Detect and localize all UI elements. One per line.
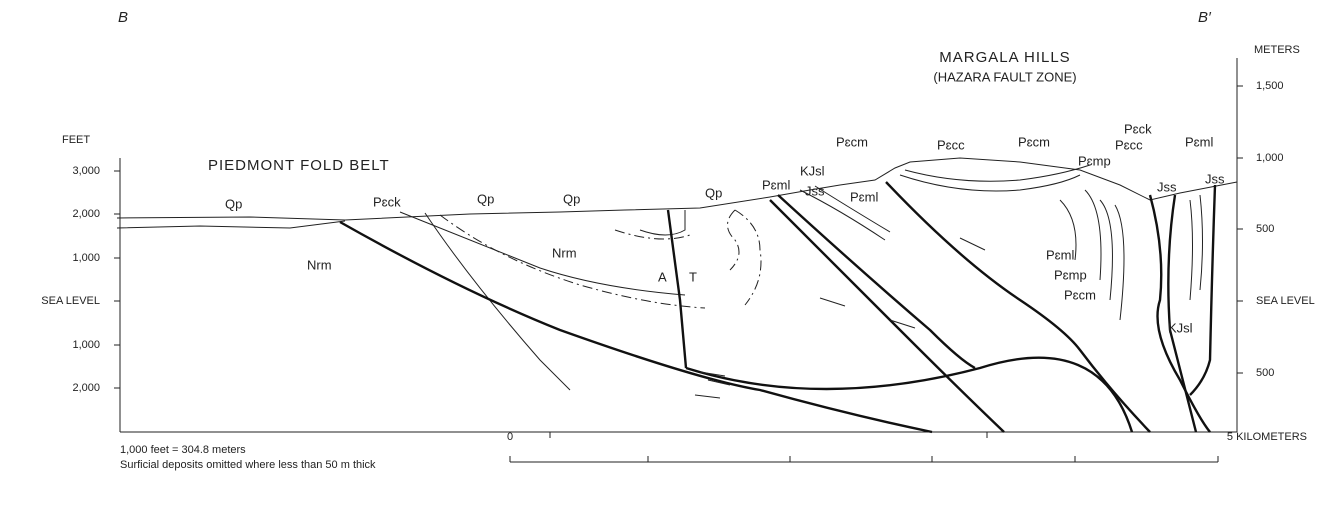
unit-label: Pɛml (1185, 134, 1213, 149)
tick-label: 3,000 (72, 165, 100, 177)
region-label: (HAZARA FAULT ZONE) (933, 69, 1076, 84)
unit-label: Qp (225, 196, 242, 211)
unit-label: Pɛcc (1115, 137, 1143, 152)
linework (117, 158, 1237, 462)
unit-label: Jss (805, 183, 825, 198)
unit-label: Pɛck (1124, 121, 1152, 136)
unit-label: Nrm (307, 257, 332, 272)
unit-label: Jss (1157, 179, 1177, 194)
unit-label: Pɛmp (1078, 153, 1111, 168)
unit-label: Pɛml (762, 177, 790, 192)
cross-section: B B′ PIEDMONT FOLD BELT MARGALA HILLS (H… (0, 0, 1325, 520)
axis-title: METERS (1254, 44, 1300, 56)
tick-label: SEA LEVEL (41, 295, 100, 307)
scale-label: 0 (507, 431, 513, 443)
unit-label: Qp (563, 191, 580, 206)
section-end: B′ (1198, 9, 1212, 26)
unit-label: KJsl (1168, 320, 1193, 335)
region-label: MARGALA HILLS (939, 49, 1070, 66)
tick-label: 1,000 (72, 339, 100, 351)
tick-label: 500 (1256, 223, 1274, 235)
unit-label: Pɛcm (836, 134, 868, 149)
unit-label: Pɛmp (1054, 267, 1087, 282)
axis-title: FEET (62, 134, 90, 146)
region-label: PIEDMONT FOLD BELT (208, 157, 390, 174)
unit-label: Pɛml (1046, 247, 1074, 262)
unit-label: Pɛcc (937, 137, 965, 152)
unit-label: Pɛck (373, 194, 401, 209)
unit-label: KJsl (800, 163, 825, 178)
unit-label: Pɛcm (1064, 287, 1096, 302)
tick-label: 2,000 (72, 382, 100, 394)
unit-label: Jss (1205, 171, 1225, 186)
unit-label: Pɛcm (1018, 134, 1050, 149)
unit-label: Qp (477, 191, 494, 206)
tick-label: 1,000 (1256, 152, 1284, 164)
tick-label: 1,500 (1256, 80, 1284, 92)
tick-label: SEA LEVEL (1256, 295, 1315, 307)
unit-label: Pɛml (850, 189, 878, 204)
tick-label: 1,000 (72, 252, 100, 264)
tick-label: 2,000 (72, 208, 100, 220)
note: Surficial deposits omitted where less th… (120, 459, 376, 471)
unit-label: Qp (705, 185, 722, 200)
unit-label: A (658, 269, 667, 284)
tick-label: 500 (1256, 367, 1274, 379)
note: 1,000 feet = 304.8 meters (120, 444, 246, 456)
unit-label: Nrm (552, 245, 577, 260)
unit-label: T (689, 269, 697, 284)
scale-label: 5 KILOMETERS (1227, 431, 1307, 443)
section-start: B (118, 9, 128, 26)
